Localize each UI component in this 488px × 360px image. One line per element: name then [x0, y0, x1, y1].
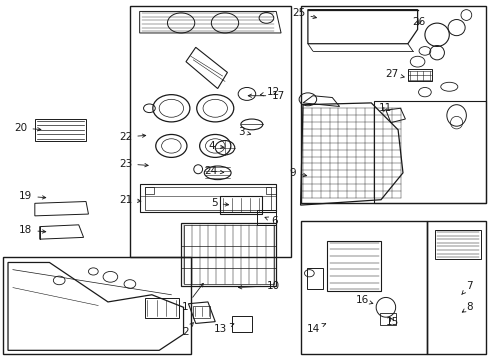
Bar: [183, 225, 273, 284]
Bar: [130, 6, 290, 257]
Text: 9: 9: [288, 168, 306, 178]
Text: 7: 7: [461, 281, 472, 294]
Bar: [306, 268, 322, 289]
Text: 11: 11: [378, 103, 391, 113]
Bar: [300, 221, 427, 354]
Text: 4: 4: [208, 141, 224, 151]
Text: 16: 16: [355, 295, 372, 305]
Bar: [427, 221, 485, 354]
Text: 5: 5: [211, 198, 228, 208]
Bar: [232, 316, 251, 332]
Text: 10: 10: [238, 281, 279, 291]
Text: 6: 6: [264, 216, 277, 226]
Text: 20: 20: [14, 123, 41, 133]
Bar: [256, 211, 276, 225]
Text: 14: 14: [306, 324, 325, 334]
Bar: [220, 196, 261, 214]
Bar: [434, 230, 480, 259]
Text: 27: 27: [384, 69, 404, 79]
Text: 2: 2: [182, 323, 193, 337]
Bar: [300, 6, 485, 203]
Bar: [407, 69, 431, 81]
Text: 23: 23: [119, 159, 148, 169]
Bar: [144, 187, 154, 194]
Text: 26: 26: [412, 17, 425, 27]
Bar: [327, 241, 380, 291]
Text: 24: 24: [204, 166, 224, 176]
Text: 8: 8: [461, 302, 472, 312]
Text: 18: 18: [19, 225, 46, 235]
Text: 21: 21: [119, 195, 141, 205]
Text: 3: 3: [237, 127, 250, 136]
Bar: [373, 101, 485, 203]
Bar: [35, 119, 86, 140]
Text: 1: 1: [182, 283, 203, 312]
Bar: [3, 257, 190, 354]
Text: 17: 17: [248, 91, 284, 101]
Bar: [140, 184, 276, 212]
Bar: [266, 187, 276, 194]
Bar: [379, 313, 395, 325]
Bar: [193, 306, 210, 318]
Text: 15: 15: [385, 317, 398, 327]
Bar: [144, 187, 271, 211]
Text: 22: 22: [119, 132, 145, 142]
Text: 19: 19: [19, 191, 46, 201]
Text: 12: 12: [260, 87, 279, 97]
Bar: [144, 298, 178, 318]
Text: 13: 13: [214, 323, 233, 334]
Text: 25: 25: [292, 8, 316, 18]
